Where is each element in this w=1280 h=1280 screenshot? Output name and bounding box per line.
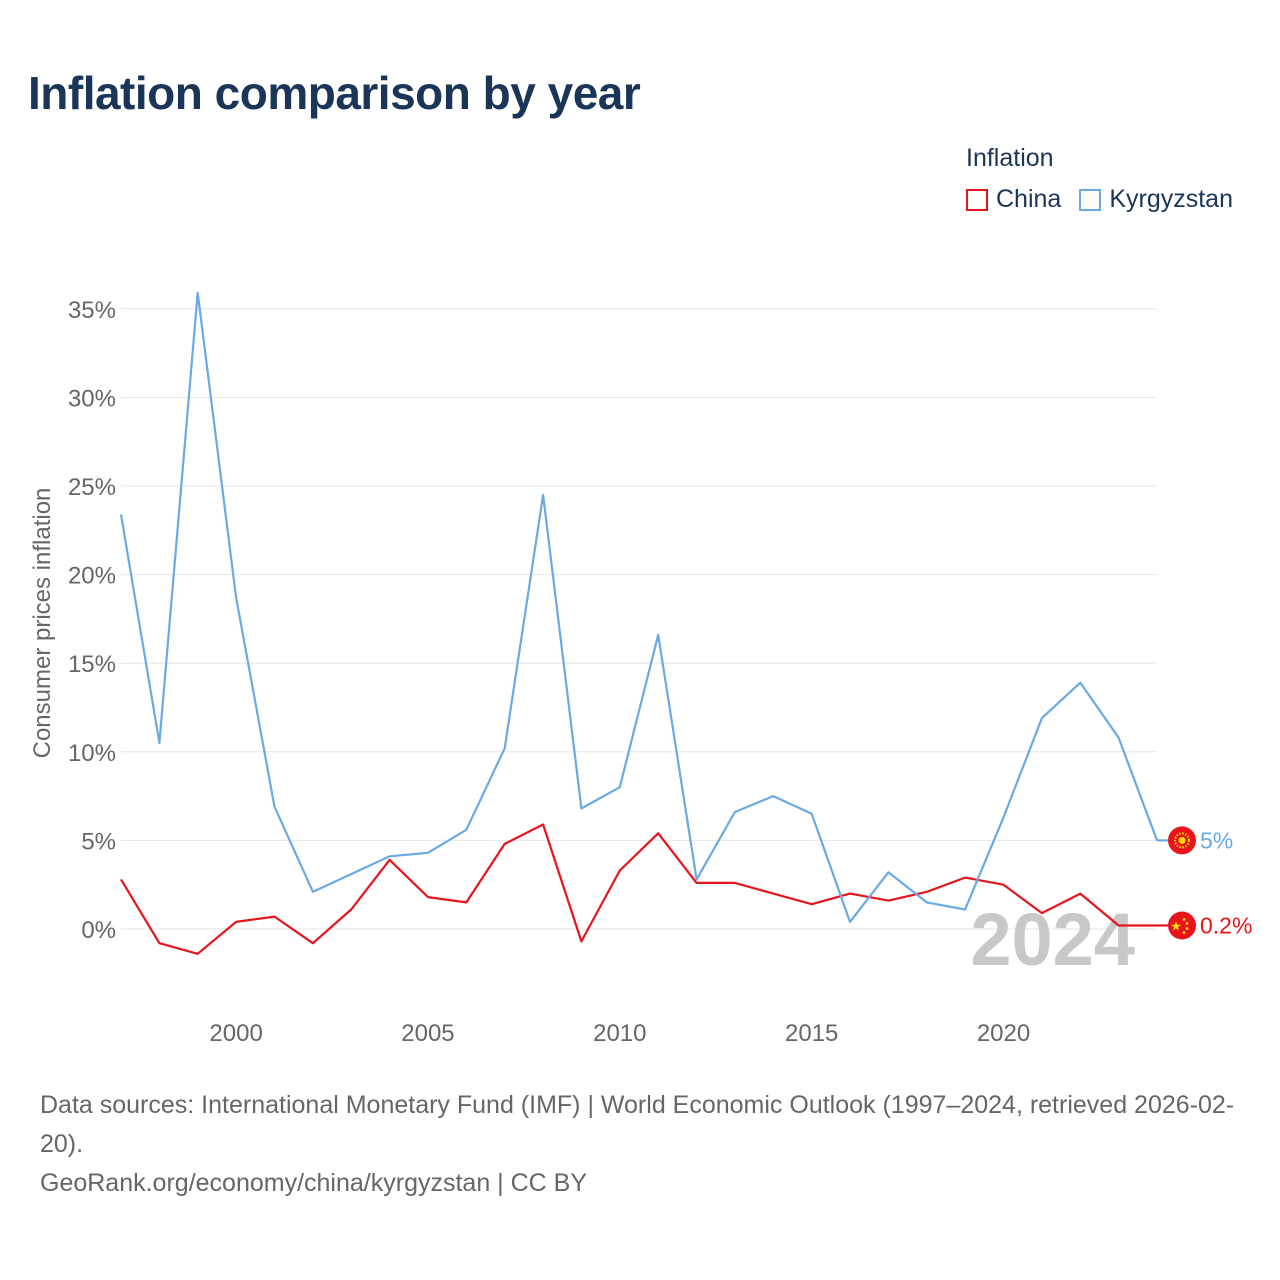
y-tick-label: 15% bbox=[68, 651, 116, 678]
y-tick-label: 10% bbox=[68, 740, 116, 767]
y-tick-label: 0% bbox=[81, 917, 116, 944]
legend-label-china: China bbox=[996, 185, 1062, 213]
x-tick-label: 2020 bbox=[977, 1020, 1030, 1047]
legend-title: Inflation bbox=[966, 144, 1054, 172]
legend-item-china[interactable]: China bbox=[966, 185, 1061, 214]
x-tick-label: 2005 bbox=[401, 1020, 454, 1047]
legend: Inflation China Kyrgyzstan bbox=[966, 144, 1233, 214]
y-tick-label: 35% bbox=[68, 297, 116, 324]
current-year-label: 2024 bbox=[970, 898, 1135, 981]
flag-small-star bbox=[1182, 931, 1186, 934]
x-axis-ticks: 2000 2005 2010 2015 2020 bbox=[209, 1020, 1030, 1047]
flag-sun-rays bbox=[1174, 832, 1190, 849]
legend-swatch-kyrgyzstan bbox=[1079, 188, 1102, 211]
flag-small-star bbox=[1185, 922, 1189, 925]
legend-swatch-china bbox=[966, 188, 988, 211]
data-sources: Data sources: International Monetary Fun… bbox=[40, 1091, 1235, 1158]
y-tick-label: 20% bbox=[68, 563, 116, 590]
series-end-label: 0.2% bbox=[1200, 912, 1252, 938]
legend-label-kyrgyzstan: Kyrgyzstan bbox=[1109, 185, 1233, 213]
flag-disc bbox=[1168, 911, 1196, 940]
y-tick-label: 25% bbox=[68, 474, 116, 501]
series-end-markers: ★ 0.2% 5% bbox=[1157, 826, 1252, 940]
chart-title: Inflation comparison by year bbox=[28, 67, 641, 119]
series-lines bbox=[119, 291, 1159, 955]
china-flag-icon: ★ bbox=[1168, 911, 1196, 940]
series-line-kyrgyzstan bbox=[119, 291, 1159, 924]
y-tick-label: 5% bbox=[81, 828, 116, 855]
y-tick-label: 30% bbox=[68, 385, 116, 412]
x-tick-label: 2000 bbox=[209, 1020, 262, 1047]
series-end-label: 5% bbox=[1200, 827, 1233, 853]
x-tick-label: 2010 bbox=[593, 1020, 646, 1047]
series-line-china bbox=[120, 823, 1157, 955]
flag-small-star bbox=[1185, 927, 1189, 930]
x-tick-label: 2015 bbox=[785, 1020, 838, 1047]
kyrgyzstan-flag-icon bbox=[1168, 826, 1196, 855]
flag-sun bbox=[1178, 836, 1186, 844]
credit-link[interactable]: GeoRank.org/economy/china/kyrgyzstan | C… bbox=[40, 1169, 588, 1197]
flag-small-star bbox=[1182, 918, 1186, 921]
gridlines bbox=[121, 308, 1157, 930]
y-axis-label: Consumer prices inflation bbox=[29, 488, 56, 759]
y-axis-ticks: 0% 5% 10% 15% 20% 25% 30% 35% bbox=[68, 297, 116, 944]
flag-star: ★ bbox=[1170, 920, 1182, 935]
line-chart: 0%5%10%15%20%25%30%35% 2000 2005 2010 2015 2… bbox=[29, 291, 1252, 1047]
footer: Data sources: International Monetary Fun… bbox=[40, 1086, 1250, 1203]
legend-item-kyrgyzstan[interactable]: Kyrgyzstan bbox=[1079, 185, 1233, 214]
